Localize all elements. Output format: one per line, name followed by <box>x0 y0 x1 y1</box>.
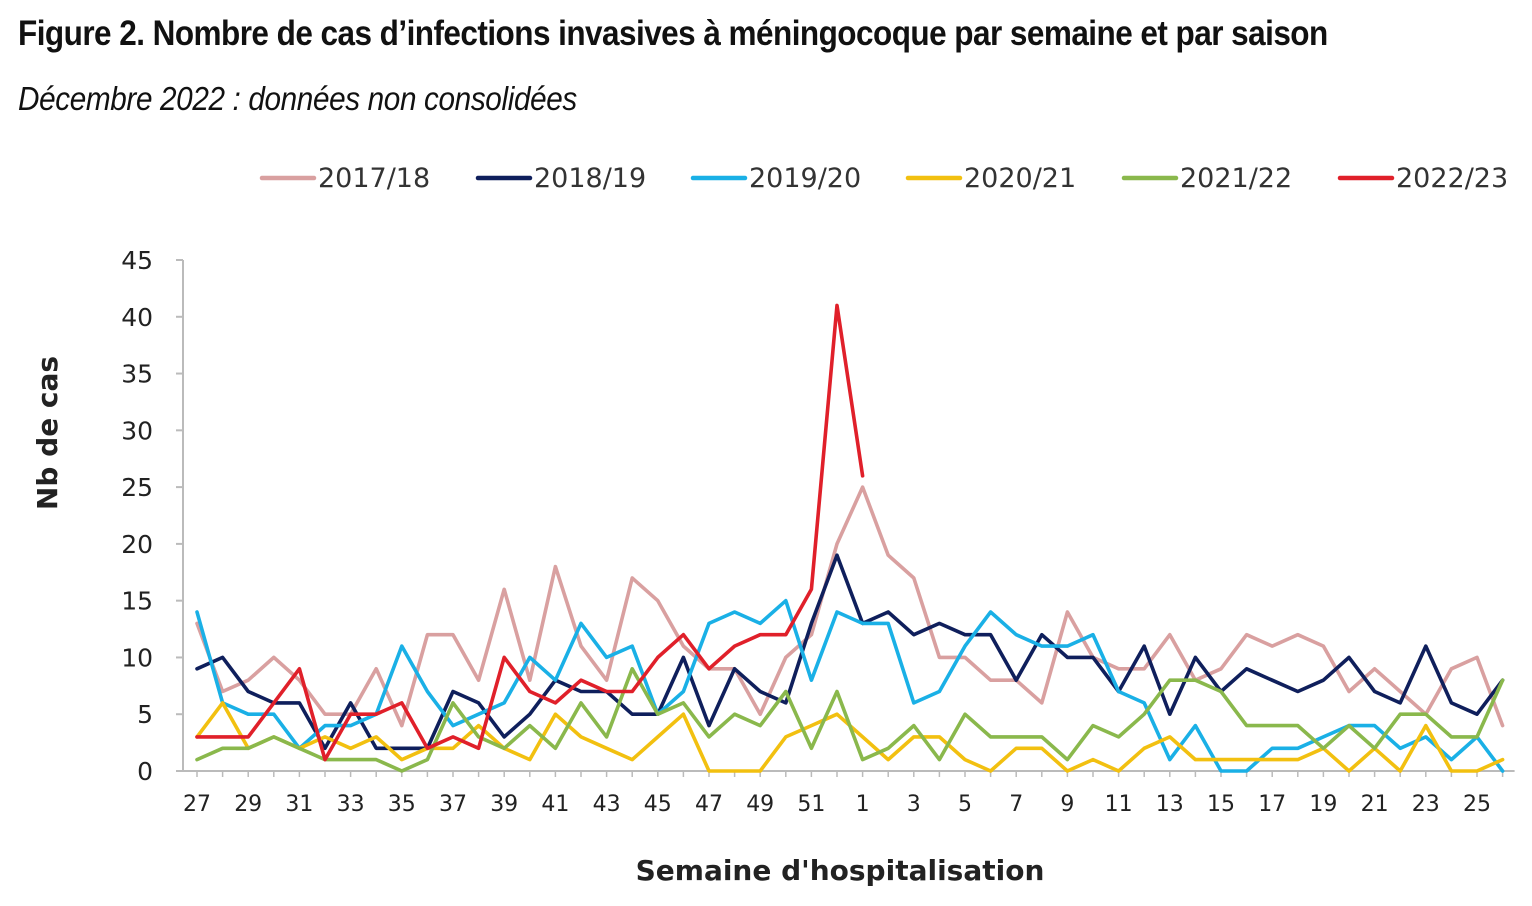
y-tick-label: 15 <box>121 587 153 616</box>
series-line-2018-19 <box>195 553 1505 751</box>
y-tick-label: 40 <box>121 303 153 332</box>
x-tick-label: 3 <box>907 792 921 817</box>
chart-subtitle: Décembre 2022 : données non consolidées <box>18 80 577 117</box>
x-tick-label: 23 <box>1412 792 1440 817</box>
x-tick-label: 7 <box>1009 792 1023 817</box>
legend-label-2017-18: 2017/18 <box>318 163 430 194</box>
y-axis: 0 5 10 15 20 25 30 35 40 45 <box>121 246 184 786</box>
y-tick-label: 25 <box>121 473 153 502</box>
series-line-2017-18 <box>195 485 1505 728</box>
legend-label-2021-22: 2021/22 <box>1180 163 1292 194</box>
legend-label-2019-20: 2019/20 <box>749 163 861 194</box>
y-tick-label: 20 <box>121 530 153 559</box>
y-tick-label: 45 <box>121 246 153 275</box>
series-line-2022-23 <box>195 303 865 762</box>
x-tick-label: 51 <box>797 792 825 817</box>
y-tick-label: 10 <box>121 643 153 672</box>
y-axis-label: Nb de cas <box>31 356 64 510</box>
x-tick-label: 9 <box>1060 792 1074 817</box>
x-tick-label: 33 <box>337 792 365 817</box>
x-tick-label: 13 <box>1156 792 1184 817</box>
x-tick-label: 5 <box>958 792 972 817</box>
series-line-2019-20 <box>195 598 1505 773</box>
x-tick-label: 47 <box>695 792 723 817</box>
x-tick-label: 29 <box>234 792 262 817</box>
y-tick-label: 0 <box>137 757 153 786</box>
legend-label-2022-23: 2022/23 <box>1396 163 1508 194</box>
x-tick-label: 45 <box>644 792 672 817</box>
legend-label-2018-19: 2018/19 <box>534 163 646 194</box>
x-tick-label: 31 <box>285 792 313 817</box>
legend: 2017/18 2018/19 2019/20 2020/21 2021/22 2022/… <box>259 163 1508 194</box>
y-tick-label: 35 <box>121 360 153 389</box>
x-tick-label: 19 <box>1309 792 1337 817</box>
x-tick-label: 43 <box>593 792 621 817</box>
x-tick-label: 35 <box>388 792 416 817</box>
x-tick-label: 11 <box>1105 792 1133 817</box>
x-tick-label: 25 <box>1463 792 1491 817</box>
x-tick-label: 17 <box>1258 792 1286 817</box>
y-tick-label: 5 <box>137 700 153 729</box>
x-axis-label: Semaine d'hospitalisation <box>636 854 1045 887</box>
x-tick-label: 1 <box>856 792 870 817</box>
x-tick-label: 41 <box>541 792 569 817</box>
x-tick-label: 49 <box>746 792 774 817</box>
chart-title: Figure 2. Nombre de cas d’infections inv… <box>18 14 1328 53</box>
x-tick-label: 39 <box>490 792 518 817</box>
x-tick-label: 15 <box>1207 792 1235 817</box>
x-tick-label: 21 <box>1361 792 1389 817</box>
legend-label-2020-21: 2020/21 <box>964 163 1076 194</box>
x-tick-label: 27 <box>183 792 211 817</box>
series-lines <box>195 303 1505 773</box>
series-line-2021-22 <box>195 666 1505 773</box>
y-tick-label: 30 <box>121 416 153 445</box>
x-tick-label: 37 <box>439 792 467 817</box>
x-axis: 27 29 31 33 35 37 39 41 43 45 47 49 51 1 3 5 7 9 11 13 15 17 1… <box>183 770 1515 817</box>
series-line-2020-21 <box>195 701 1505 773</box>
